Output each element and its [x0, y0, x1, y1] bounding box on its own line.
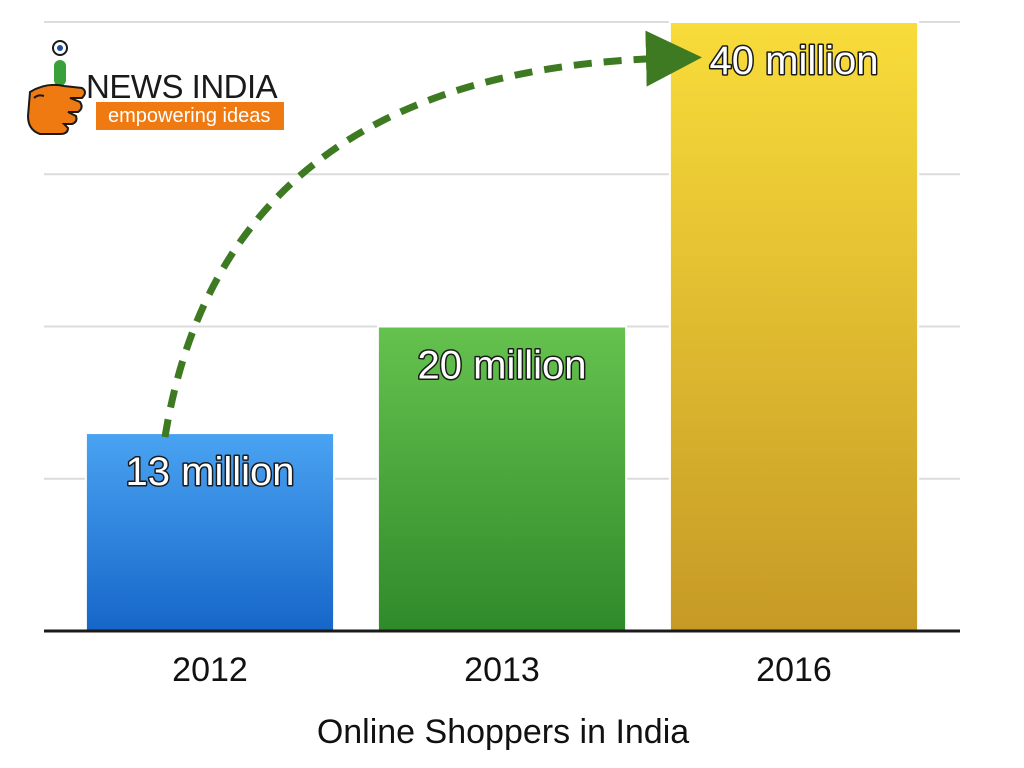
logo-tagline: empowering ideas [96, 102, 284, 130]
x-tick-2013: 2013 [464, 651, 540, 689]
data-label-2016: 40 million [710, 39, 879, 83]
data-label-2012: 13 million [126, 450, 295, 494]
news-india-logo: NEWS INDIA empowering ideas [24, 36, 284, 146]
x-axis-title: Online Shoppers in India [317, 713, 689, 751]
bar-2016 [668, 21, 920, 632]
bar-2012 [84, 432, 336, 633]
x-tick-2016: 2016 [756, 651, 832, 689]
thumbs-up-logo-icon [26, 40, 86, 135]
logo-name: NEWS INDIA [86, 68, 278, 105]
labels: 13 million 2012 20 million 2013 40 million 20… [124, 38, 880, 690]
growth-arrow [161, 30, 702, 438]
growth-arrow-path [161, 30, 702, 438]
x-tick-2012: 2012 [172, 651, 248, 689]
data-label-2013: 20 million [418, 344, 587, 388]
